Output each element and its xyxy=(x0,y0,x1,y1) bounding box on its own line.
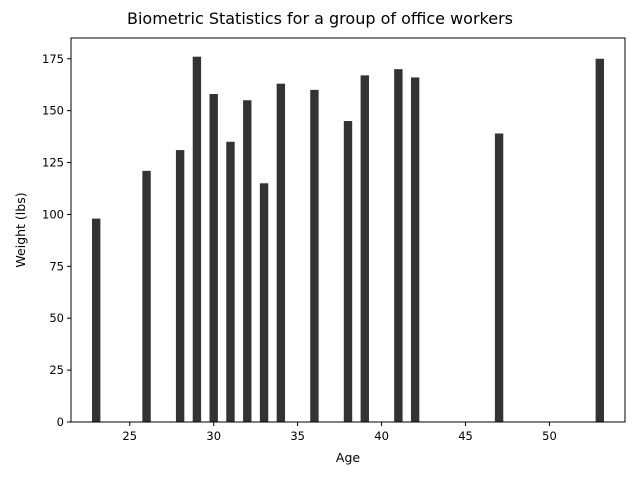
x-tick-label: 30 xyxy=(206,429,221,443)
bar xyxy=(91,218,101,422)
y-tick-label: 100 xyxy=(42,207,64,221)
y-tick-label: 150 xyxy=(42,104,64,118)
bar xyxy=(243,100,252,423)
bar xyxy=(343,121,353,422)
y-tick-label: 125 xyxy=(42,156,64,170)
x-tick-label: 40 xyxy=(374,429,389,443)
y-axis: 0 25 50 75 100 125 150 175 xyxy=(42,52,71,429)
y-axis-label: Weight (lbs) xyxy=(13,192,28,267)
y-tick-label: 50 xyxy=(49,311,64,325)
bar xyxy=(360,75,369,423)
bar xyxy=(192,56,202,422)
plot-frame xyxy=(70,37,626,423)
y-tick-label: 175 xyxy=(42,52,64,66)
bar xyxy=(276,83,286,423)
bar xyxy=(175,150,185,422)
chart-title: Biometric Statistics for a group of offi… xyxy=(127,9,513,28)
bar xyxy=(595,58,605,423)
bar xyxy=(494,133,504,422)
bars-group xyxy=(91,56,605,423)
x-axis-label: Age xyxy=(336,450,360,465)
x-axis: 25 30 35 40 45 50 xyxy=(122,422,557,443)
bar xyxy=(394,69,403,422)
y-tick-label: 75 xyxy=(49,259,64,273)
x-tick-label: 45 xyxy=(458,429,473,443)
x-tick-label: 25 xyxy=(122,429,137,443)
x-tick-label: 50 xyxy=(542,429,557,443)
y-tick-label: 25 xyxy=(49,363,64,377)
bar xyxy=(310,89,319,422)
x-tick-label: 35 xyxy=(290,429,305,443)
bar xyxy=(209,94,218,422)
bar xyxy=(259,183,269,422)
bar xyxy=(142,170,151,422)
bar xyxy=(226,141,235,422)
y-tick-label: 0 xyxy=(57,415,64,429)
bar xyxy=(410,77,420,422)
